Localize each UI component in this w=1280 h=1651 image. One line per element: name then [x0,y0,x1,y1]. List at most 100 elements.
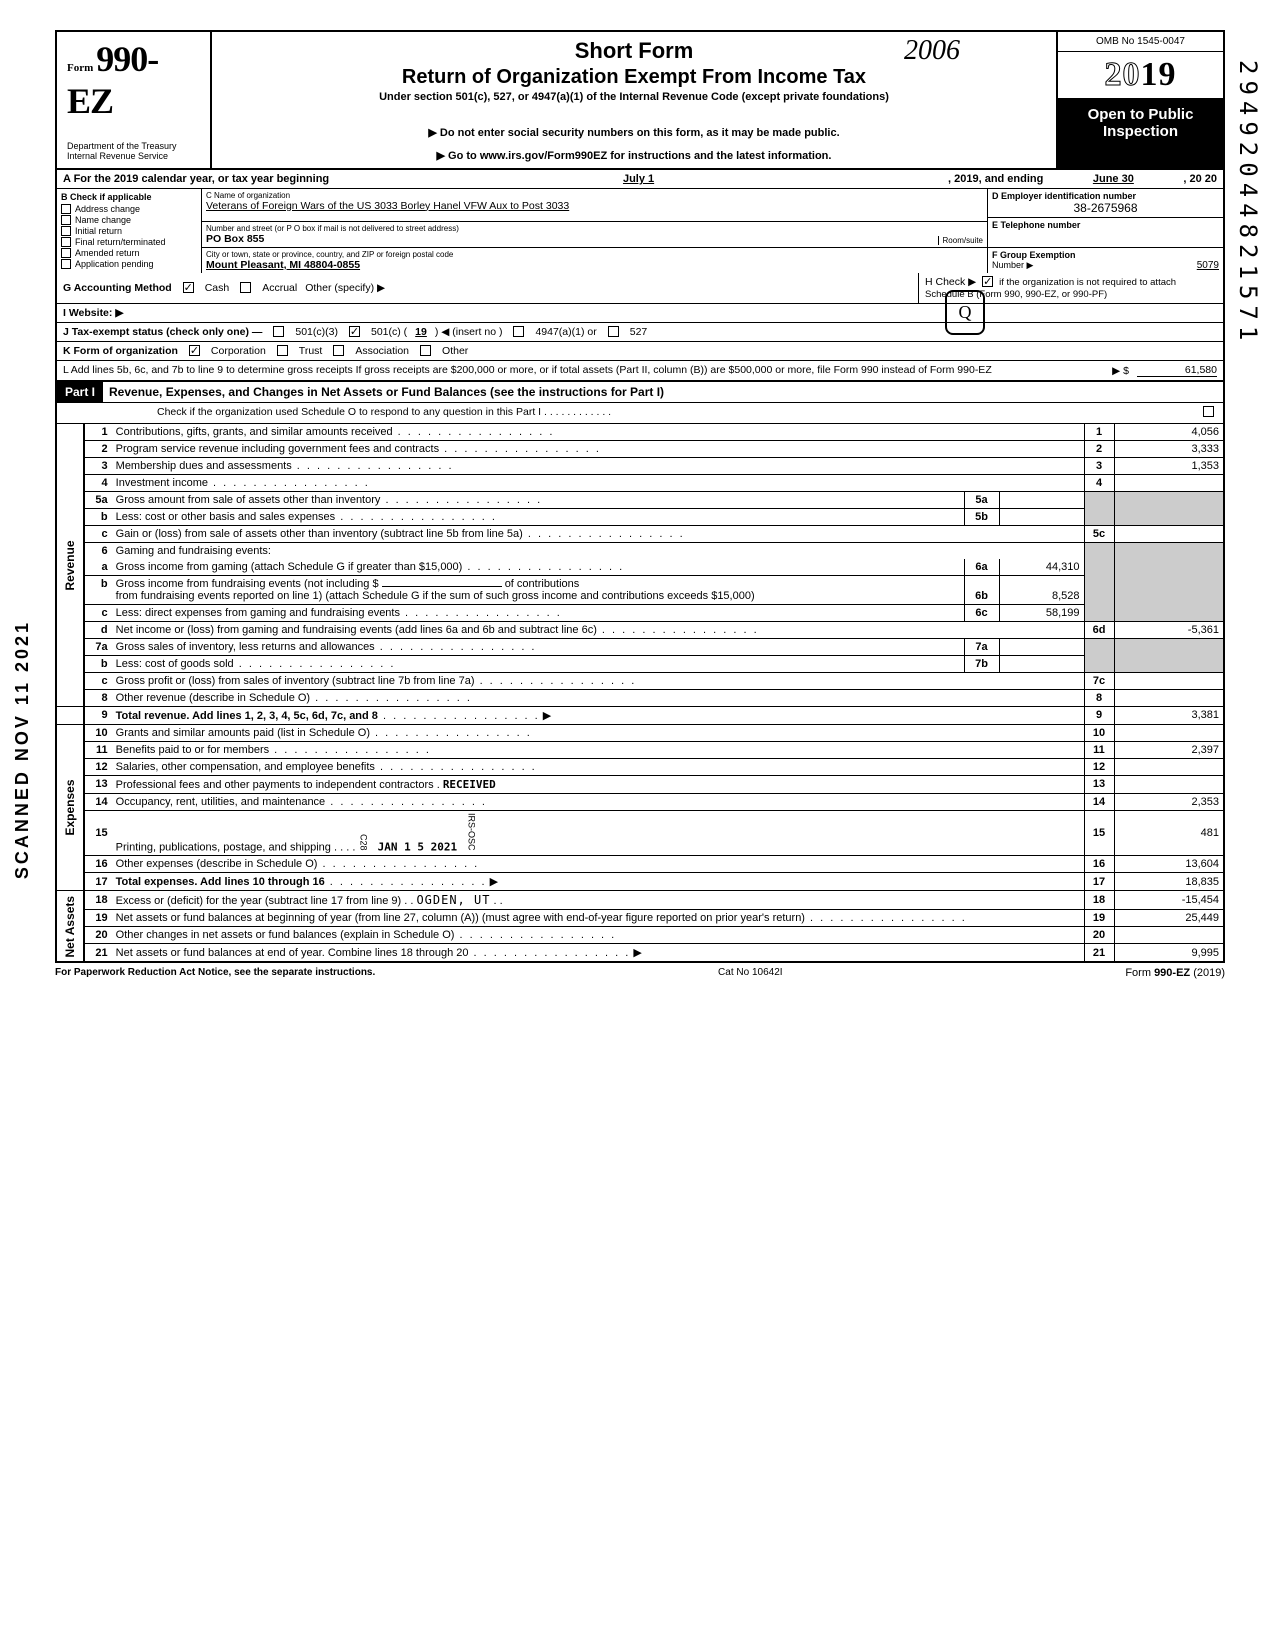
instruction-2: ▶ Go to www.irs.gov/Form990EZ for instru… [224,149,1044,162]
line-l: L Add lines 5b, 6c, and 7b to line 9 to … [55,361,1225,382]
cb-final-return[interactable]: Final return/terminated [61,237,197,247]
cb-501c3[interactable] [273,326,284,337]
footer: For Paperwork Reduction Act Notice, see … [55,963,1225,983]
group-num-value: 5079 [1197,260,1219,271]
line-10: Expenses 10 Grants and similar amounts p… [56,724,1224,741]
line-l-text: L Add lines 5b, 6c, and 7b to line 9 to … [63,364,992,376]
ein-label: D Employer identification number [992,191,1219,201]
accrual-label: Accrual [262,282,297,294]
line-9: 9 Total revenue. Add lines 1, 2, 3, 4, 5… [56,706,1224,724]
room-suite-label: Room/suite [938,236,983,245]
trust-label: Trust [299,345,323,357]
street-value: PO Box 855 [206,233,983,245]
tax-year-begin: July 1 [329,173,948,185]
form-prefix: Form [67,62,93,74]
open-public: Open to Public Inspection [1058,100,1223,168]
name-label: C Name of organization [206,191,983,200]
header-grid: B Check if applicable Address change Nam… [55,189,1225,273]
line-7b: b Less: cost of goods sold 7b [56,655,1224,672]
assoc-label: Association [355,345,409,357]
row-a-label: A For the 2019 calendar year, or tax yea… [63,173,329,185]
cb-corporation[interactable] [189,345,200,356]
accounting-label: G Accounting Method [63,282,172,294]
initials-mark: Q [945,290,985,335]
part-1-header: Part I Revenue, Expenses, and Changes in… [55,382,1225,403]
cb-schedule-b[interactable] [982,276,993,287]
cb-initial-return[interactable]: Initial return [61,226,197,236]
footer-left: For Paperwork Reduction Act Notice, see … [55,967,375,979]
line-18: Net Assets 18 Excess or (deficit) for th… [56,891,1224,910]
form-number: Form 990-EZ [67,38,200,122]
cb-4947[interactable] [513,326,524,337]
cb-schedule-o[interactable] [1203,406,1214,417]
group-label: F Group Exemption [992,250,1219,260]
expenses-label: Expenses [56,724,84,891]
received-date: JAN 1 5 2021 [378,840,457,853]
cb-association[interactable] [333,345,344,356]
cb-amended-return[interactable]: Amended return [61,248,197,258]
form-header: Form 990-EZ Department of the Treasury I… [55,30,1225,170]
street-label: Number and street (or P O box if mail is… [206,224,983,233]
part1-title: Revenue, Expenses, and Changes in Net As… [103,382,670,402]
cash-label: Cash [205,282,230,294]
line-6a: a Gross income from gaming (attach Sched… [56,559,1224,576]
city-label: City or town, state or province, country… [206,250,983,259]
line-13: 13 Professional fees and other payments … [56,775,1224,793]
scanned-stamp: SCANNED NOV 11 2021 [12,620,33,879]
irs-osc-code: IRS-OSC [466,813,476,851]
group-num-label: Number ▶ [992,260,1033,271]
cb-accrual[interactable] [240,282,251,293]
dept-line2: Internal Revenue Service [67,152,200,162]
line-l-arrow: ▶ $ [1112,365,1129,377]
form-number-box: Form 990-EZ Department of the Treasury I… [57,32,212,168]
open-line1: Open to Public [1060,106,1221,123]
cb-address-change[interactable]: Address change [61,204,197,214]
line-5a: 5a Gross amount from sale of assets othe… [56,491,1224,508]
cb-application-pending[interactable]: Application pending [61,259,197,269]
tax-year: 2019 [1058,52,1223,100]
cb-other-org[interactable] [420,345,431,356]
cb-527[interactable] [608,326,619,337]
cb-name-change[interactable]: Name change [61,215,197,225]
instruction-1: ▶ Do not enter social security numbers o… [224,126,1044,139]
line-15: 15 Printing, publications, postage, and … [56,810,1224,856]
line-12: 12 Salaries, other compensation, and emp… [56,758,1224,775]
line-4: 4 Investment income 4 [56,474,1224,491]
footer-right: Form 990-EZ (2019) [1125,967,1225,979]
footer-mid: Cat No 10642I [718,967,783,979]
col-b-header: B Check if applicable [61,192,197,202]
line-16: 16 Other expenses (describe in Schedule … [56,856,1224,873]
dept-treasury: Department of the Treasury Internal Reve… [67,142,200,162]
line-21: 21 Net assets or fund balances at end of… [56,944,1224,963]
omb-number: OMB No 1545-0047 [1058,32,1223,52]
netassets-label: Net Assets [56,891,84,963]
website-label: I Website: ▶ [63,307,123,319]
ogden-stamp: OGDEN, UT [416,893,490,907]
cb-trust[interactable] [277,345,288,356]
cb-cash[interactable] [183,282,194,293]
527-label: 527 [630,326,648,338]
line-19: 19 Net assets or fund balances at beginn… [56,910,1224,927]
line-14: 14 Occupancy, rent, utilities, and maint… [56,793,1224,810]
line-j: J Tax-exempt status (check only one) — 5… [55,323,1225,342]
line-5c: c Gain or (loss) from sale of assets oth… [56,525,1224,542]
return-title: Return of Organization Exempt From Incom… [224,66,1044,89]
line-h-text1: H Check ▶ [925,276,976,288]
line-i: I Website: ▶ [55,304,1225,323]
under-section: Under section 501(c), 527, or 4947(a)(1)… [224,91,1044,103]
line-6c: c Less: direct expenses from gaming and … [56,604,1224,621]
side-doc-number: 29492044821571 [1234,60,1262,346]
line-8: 8 Other revenue (describe in Schedule O)… [56,689,1224,706]
cb-501c[interactable] [349,326,360,337]
city-value: Mount Pleasant, MI 48804-0855 [206,259,983,271]
year-box: OMB No 1545-0047 2019 Open to Public Ins… [1058,32,1223,168]
line-6: 6 Gaming and fundraising events: [56,542,1224,559]
line-11: 11 Benefits paid to or for members 11 2,… [56,741,1224,758]
tax-year-end: June 30 [1043,173,1183,185]
4947-label: 4947(a)(1) or [535,326,596,338]
handwritten-year: 2006 [904,35,960,67]
line-17: 17 Total expenses. Add lines 10 through … [56,873,1224,891]
line-2: 2 Program service revenue including gove… [56,440,1224,457]
row-a-suffix: , 20 20 [1183,173,1217,185]
line-5b: b Less: cost or other basis and sales ex… [56,508,1224,525]
